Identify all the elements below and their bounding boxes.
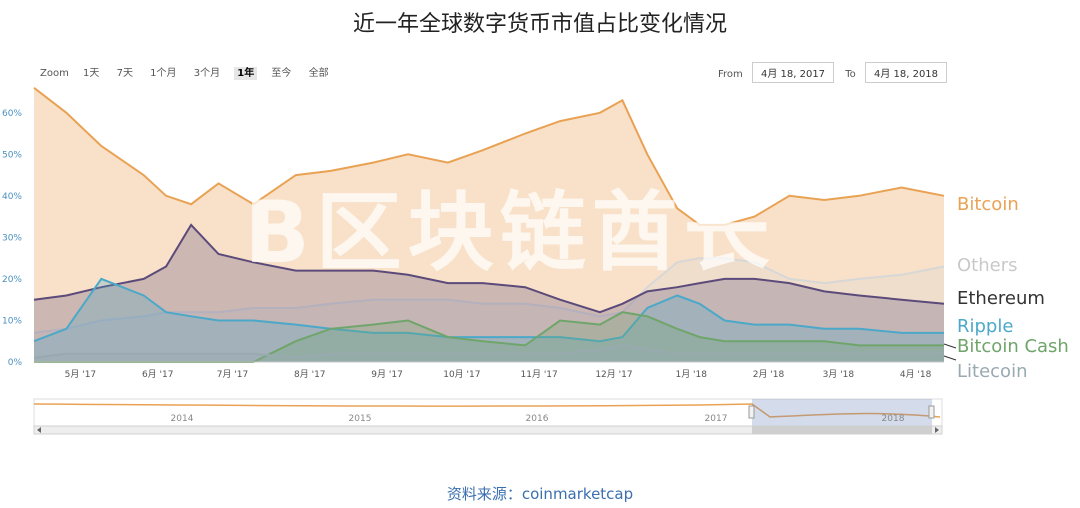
zoom-button-all[interactable]: 全部 (308, 68, 329, 79)
x-tick-label: 6月 '17 (142, 369, 174, 380)
series-area-bitcoin (34, 87, 944, 363)
to-label: To (845, 69, 856, 80)
x-tick-label: 5月 '17 (65, 369, 97, 380)
series-bitcoin (33, 87, 945, 363)
legend-ripple: Ripple (957, 316, 1013, 337)
legend-ethereum: Ethereum (957, 288, 1045, 309)
zoom-button-ytd[interactable]: 至今 (271, 68, 292, 79)
legend-bitcoin: Bitcoin (957, 194, 1019, 215)
navigator-handle-left[interactable] (748, 405, 755, 419)
from-label: From (718, 69, 743, 80)
x-tick-label: 12月 '17 (595, 369, 632, 380)
zoom-button-3m[interactable]: 3个月 (193, 68, 221, 79)
scroll-left-arrow-icon[interactable] (37, 427, 41, 433)
y-tick-label: 50% (2, 150, 22, 160)
y-tick-label: 10% (2, 316, 22, 326)
legend-others: Others (957, 255, 1018, 276)
legend-bitcoin-cash: Bitcoin Cash (957, 336, 1069, 357)
series-area-others (34, 258, 944, 362)
series-area-bitcoin-cash (34, 312, 944, 362)
navigator-scrollbar[interactable] (33, 425, 943, 435)
y-tick-label: 60% (2, 109, 22, 119)
series-line-bitcoin (33, 87, 945, 226)
x-tick-label: 2月 '18 (753, 369, 785, 380)
zoom-button-1m[interactable]: 1个月 (150, 68, 177, 79)
zoom-button-1y[interactable]: 1年 (234, 67, 258, 80)
series-line-ripple (33, 277, 944, 343)
x-tick-label: 9月 '17 (371, 369, 403, 380)
navigator-year-label: 2018 (882, 414, 905, 424)
series-line-others (33, 257, 945, 334)
series-others (33, 257, 945, 362)
zoom-button-7d[interactable]: 7天 (116, 68, 133, 79)
series-ethereum (33, 223, 945, 362)
y-tick-label: 0% (8, 358, 23, 368)
zoom-bar: Zoom 1天 7天 1个月 3个月 1年 至今 全部 (40, 64, 340, 80)
x-tick-label: 7月 '17 (217, 369, 249, 380)
x-tick-label: 3月 '18 (823, 369, 855, 380)
source-note: 资料来源：coinmarketcap (446, 485, 634, 503)
series-ripple (33, 277, 944, 362)
navigator-handle-right[interactable] (928, 405, 935, 419)
series-area-ethereum (34, 224, 944, 362)
navigator-line (33, 403, 941, 418)
navigator-year-label: 2014 (171, 414, 194, 424)
x-tick-label: 10月 '17 (443, 369, 480, 380)
x-tick-label: 4月 '18 (900, 369, 932, 380)
series-areas (33, 87, 945, 363)
series-line-ethereum (33, 223, 945, 314)
date-range: From 4月 18, 2017 To 4月 18, 2018 (718, 62, 948, 83)
navigator-scrollbar-thumb[interactable] (752, 426, 932, 434)
watermark-text: B区块链酋长 (244, 183, 776, 283)
y-axis: 0% 10% 20% 30% 40% 50% 60% (2, 109, 22, 368)
y-tick-label: 20% (2, 275, 22, 285)
x-axis: 5月 '17 6月 '17 7月 '17 8月 '17 9月 '17 10月 '17 11月… (65, 369, 932, 380)
legend-pointer (943, 355, 957, 361)
y-tick-label: 40% (2, 192, 22, 202)
zoom-label: Zoom (40, 68, 69, 79)
chart-title: 近一年全球数字货币市值占比变化情况 (352, 12, 727, 37)
navigator[interactable]: 2014 2015 2016 2017 2018 (33, 398, 943, 435)
x-tick-label: 1月 '18 (675, 369, 707, 380)
from-date-input[interactable]: 4月 18, 2017 (751, 62, 835, 83)
series-litecoin (33, 344, 944, 362)
legend-pointer (943, 343, 957, 349)
to-date-input[interactable]: 4月 18, 2018 (864, 62, 948, 83)
series-line-litecoin (33, 344, 944, 359)
navigator-year-label: 2015 (349, 414, 372, 424)
zoom-button-1d[interactable]: 1天 (83, 68, 100, 79)
x-tick-label: 8月 '17 (294, 369, 326, 380)
navigator-year-label: 2016 (526, 414, 549, 424)
scroll-right-arrow-icon[interactable] (935, 427, 939, 433)
dominance-chart: 0% 10% 20% 30% 40% 50% 60% B区块链酋长 5月 '17 6月 '17… (2, 87, 1069, 435)
y-tick-label: 30% (2, 233, 22, 243)
legend-litecoin: Litecoin (957, 361, 1027, 382)
x-tick-label: 11月 '17 (521, 369, 558, 380)
series-area-ripple (34, 278, 944, 362)
navigator-year-label: 2017 (705, 414, 728, 424)
